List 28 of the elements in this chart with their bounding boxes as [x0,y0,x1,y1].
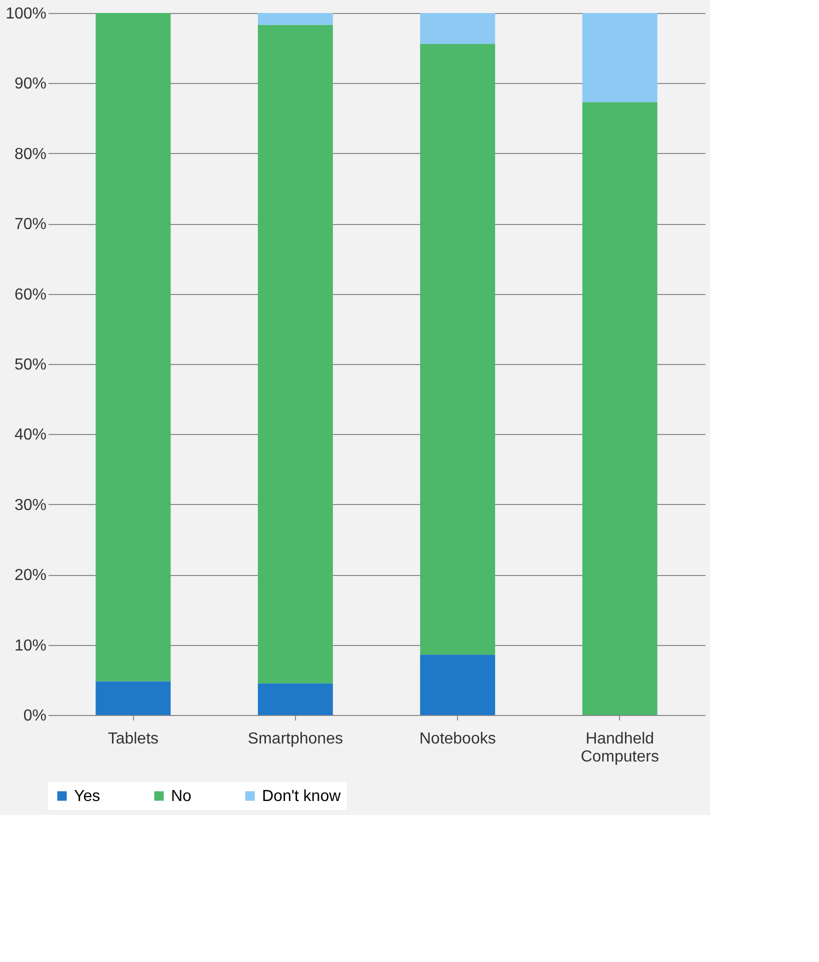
bar [96,13,171,682]
y-tick-label: 30% [14,496,46,514]
bar [258,13,333,25]
bar [420,44,496,655]
legend-label: No [171,788,192,805]
y-tick-label: 10% [14,637,46,654]
y-tick-label: 90% [14,76,46,93]
x-tick-label: Tablets [108,730,159,748]
x-tick-label: Handheld Computers [580,730,659,766]
x-tick-label: Smartphones [248,730,343,748]
y-tick-label: 40% [14,426,46,444]
y-tick-label: 50% [14,356,46,374]
y-tick-label: 0% [23,708,46,724]
legend-label: Don't know [262,788,342,805]
bar [582,13,658,102]
y-tick-label: 60% [14,286,46,304]
bar [420,13,496,44]
bar [258,683,333,715]
y-tick-label: 100% [6,6,46,22]
y-tick-label: 70% [14,216,46,234]
bar [420,654,496,715]
bar [96,681,171,715]
bar [258,24,333,684]
legend-label: Yes [74,788,100,805]
bar [582,102,658,715]
x-tick-label: Notebooks [419,730,496,748]
y-tick-label: 80% [14,146,46,163]
y-tick-label: 20% [14,567,46,584]
